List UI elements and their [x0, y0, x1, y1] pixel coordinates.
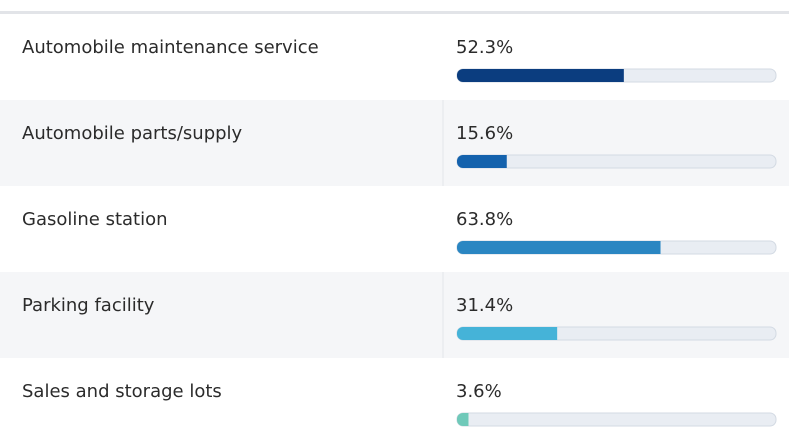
value-label: 31.4%: [456, 295, 513, 316]
bar: [457, 69, 624, 82]
row-label: Sales and storage lots: [22, 381, 222, 402]
bar: [457, 413, 469, 426]
bar: [457, 327, 558, 340]
value-label: 15.6%: [456, 123, 513, 144]
value-label: 52.3%: [456, 37, 513, 58]
row-label: Gasoline station: [22, 209, 168, 230]
value-label: 63.8%: [456, 209, 513, 230]
bar: [457, 241, 661, 254]
row-background: [0, 100, 789, 186]
row-label: Automobile parts/supply: [22, 123, 243, 144]
row-label: Automobile maintenance service: [22, 37, 319, 58]
top-border: [0, 11, 789, 14]
bar: [457, 155, 507, 168]
row-label: Parking facility: [22, 295, 155, 316]
value-label: 3.6%: [456, 381, 502, 402]
row-background: [0, 272, 789, 358]
bar-track: [456, 412, 777, 427]
